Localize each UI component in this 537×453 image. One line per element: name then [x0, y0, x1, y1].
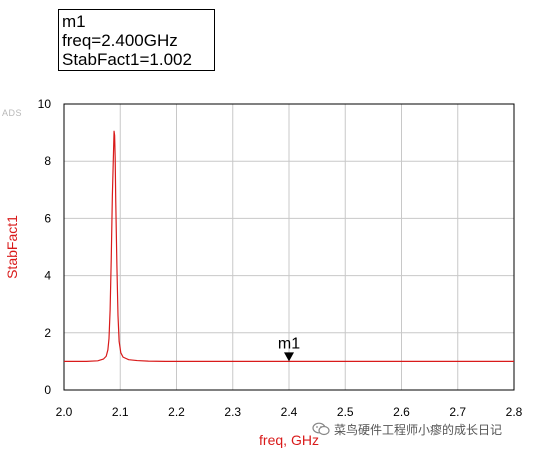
watermark: 菜鸟硬件工程师小瘳的成长日记 — [312, 420, 502, 438]
x-tick-label: 2.0 — [56, 405, 73, 419]
y-tick-label: 4 — [44, 269, 51, 283]
wechat-icon — [312, 422, 330, 436]
marker-readout-box: m1 freq=2.400GHz StabFact1=1.002 — [58, 9, 215, 71]
x-tick-label: 2.8 — [506, 405, 523, 419]
y-tick-label: 10 — [38, 97, 52, 111]
x-axis-label: freq, GHz — [259, 432, 319, 448]
y-axis-label: StabFact1 — [4, 215, 20, 279]
y-tick-label: 8 — [44, 154, 51, 168]
x-tick-label: 2.5 — [337, 405, 354, 419]
x-tick-labels: 2.0 2.1 2.2 2.3 2.4 2.5 2.6 2.7 2.8 — [56, 405, 523, 419]
plot-frame — [63, 103, 515, 391]
watermark-text: 菜鸟硬件工程师小瘳的成长日记 — [334, 422, 503, 437]
marker-freq: freq=2.400GHz — [62, 31, 178, 50]
x-tick-label: 2.6 — [393, 405, 410, 419]
grid-lines — [64, 104, 514, 390]
stabfact-trace — [64, 130, 514, 362]
y-tick-label: 2 — [44, 326, 51, 340]
y-tick-label: 6 — [44, 211, 51, 225]
x-tick-label: 2.2 — [168, 405, 185, 419]
series-layer — [64, 130, 514, 362]
x-tick-label: 2.4 — [281, 405, 298, 419]
y-tick-label: 0 — [44, 383, 51, 397]
marker-value: StabFact1=1.002 — [62, 50, 192, 69]
x-tick-label: 2.7 — [449, 405, 466, 419]
y-tick-labels: 0 2 4 6 8 10 — [38, 97, 52, 397]
marker-label: m1 — [278, 335, 300, 352]
marker-layer: m1 — [278, 335, 300, 362]
x-tick-label: 2.3 — [224, 405, 241, 419]
marker-triangle[interactable] — [284, 352, 294, 362]
app-tag: ADS — [2, 108, 23, 118]
x-tick-label: 2.1 — [112, 405, 129, 419]
marker-name: m1 — [62, 12, 86, 31]
